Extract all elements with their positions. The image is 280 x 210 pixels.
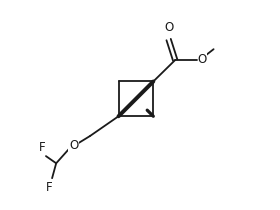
Text: O: O (164, 21, 173, 34)
Text: O: O (198, 53, 207, 66)
Text: F: F (39, 141, 45, 154)
Text: O: O (69, 139, 78, 152)
Text: F: F (46, 181, 52, 194)
